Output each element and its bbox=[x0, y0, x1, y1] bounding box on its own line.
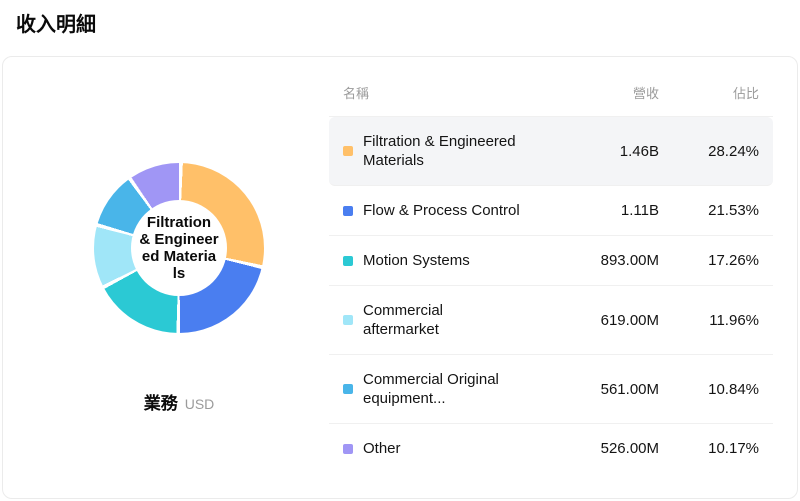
series-name: Filtration & Engineered Materials bbox=[363, 133, 516, 169]
series-revenue: 526.00M bbox=[600, 440, 659, 457]
currency-unit-label: USD bbox=[184, 396, 215, 412]
series-revenue: 1.46B bbox=[619, 142, 659, 160]
series-share: 17.26% bbox=[708, 252, 759, 269]
series-name: Motion Systems bbox=[363, 252, 470, 269]
series-share: 11.96% bbox=[709, 311, 759, 329]
chart-pane: Filtration & Engineer ed Materia ls 業務 US… bbox=[3, 57, 355, 498]
series-share: 10.84% bbox=[708, 380, 759, 398]
table-body: Filtration & Engineered Materials 1.46B 28… bbox=[329, 117, 773, 473]
header-share: 佔比 bbox=[732, 86, 759, 101]
donut-chart[interactable]: Filtration & Engineer ed Materia ls bbox=[94, 163, 264, 333]
table-row[interactable]: Other 526.00M 10.17% bbox=[329, 424, 773, 473]
series-color-swatch bbox=[343, 315, 353, 325]
series-revenue: 893.00M bbox=[600, 252, 659, 269]
series-share: 21.53% bbox=[708, 202, 759, 219]
series-color-swatch bbox=[343, 384, 353, 394]
series-revenue: 1.11B bbox=[620, 202, 659, 219]
table-row[interactable]: Motion Systems 893.00M 17.26% bbox=[329, 236, 773, 286]
series-color-swatch bbox=[343, 146, 353, 156]
breakdown-table: 名稱 營收 佔比 Filtration & Engineered Materia… bbox=[329, 75, 773, 473]
header-name: 名稱 bbox=[343, 86, 370, 101]
revenue-breakdown-card: Filtration & Engineer ed Materia ls 業務 US… bbox=[2, 56, 798, 499]
series-share: 10.17% bbox=[708, 440, 759, 457]
table-row[interactable]: Filtration & Engineered Materials 1.46B 28… bbox=[329, 117, 773, 186]
series-name: Commercial aftermarket bbox=[363, 302, 444, 338]
series-revenue: 619.00M bbox=[600, 311, 659, 329]
dimension-label: 業務 bbox=[143, 394, 178, 413]
table-row[interactable]: Commercial aftermarket 619.00M 11.96% bbox=[329, 286, 773, 355]
series-color-swatch bbox=[343, 443, 353, 454]
series-color-swatch bbox=[343, 255, 353, 266]
donut-hole bbox=[131, 200, 227, 296]
table-row[interactable]: Flow & Process Control 1.11B 21.53% bbox=[329, 186, 773, 236]
table-row[interactable]: Commercial Original equipment... 561.00M 1… bbox=[329, 355, 773, 424]
series-name: Other bbox=[363, 440, 401, 457]
page-title: 收入明細 bbox=[16, 14, 96, 36]
header-revenue: 營收 bbox=[632, 86, 659, 101]
donut-center-label: Filtration & Engineer ed Materia ls bbox=[139, 214, 219, 282]
series-name: Flow & Process Control bbox=[363, 202, 520, 219]
table-header-row: 名稱 營收 佔比 bbox=[329, 75, 773, 117]
series-revenue: 561.00M bbox=[600, 380, 659, 398]
series-share: 28.24% bbox=[708, 142, 759, 160]
chart-footer: 業務 USD bbox=[3, 389, 355, 414]
series-color-swatch bbox=[343, 205, 353, 216]
series-name: Commercial Original equipment... bbox=[363, 371, 499, 407]
